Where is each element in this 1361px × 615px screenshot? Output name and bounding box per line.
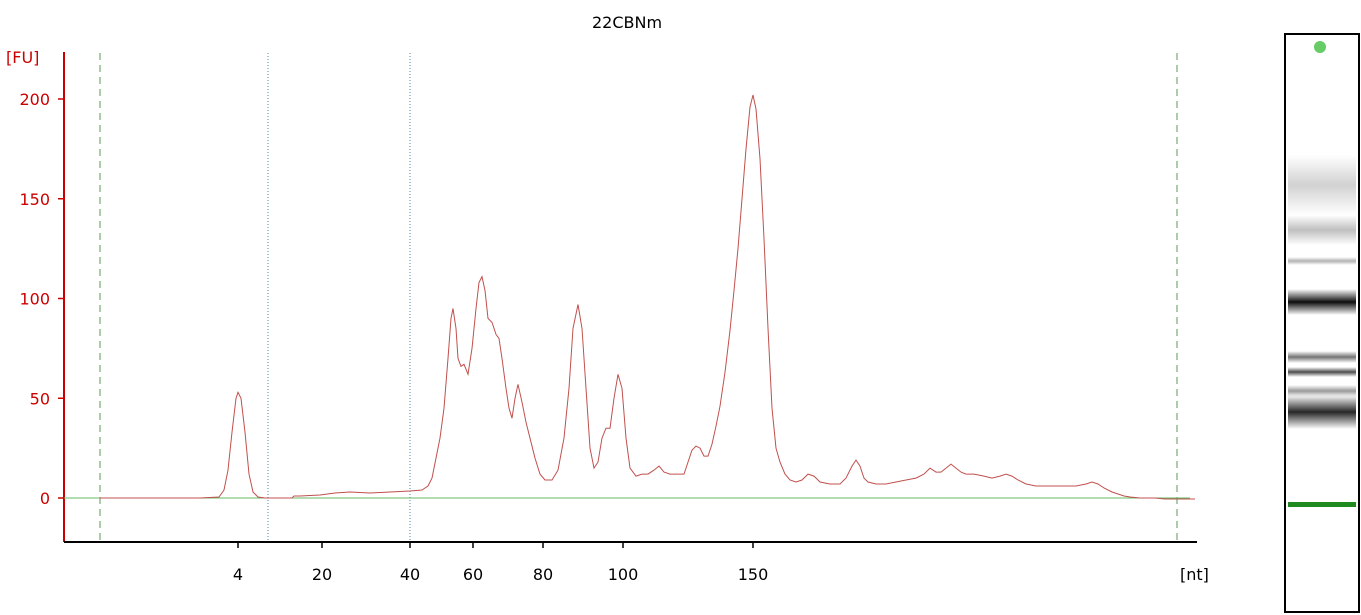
x-tick-label: 150 (738, 565, 769, 584)
gel-band (1288, 351, 1356, 363)
y-axis-ticks: 0 50 100 150 200 (19, 90, 64, 508)
x-tick-label: 100 (608, 565, 639, 584)
fluorescence-trace (100, 94, 1195, 500)
gel-band (1288, 385, 1356, 397)
gel-band (1288, 367, 1356, 377)
y-tick-label: 0 (40, 489, 50, 508)
gel-band (1288, 289, 1356, 315)
gel-lane (1284, 33, 1360, 613)
gel-top-dot (1314, 41, 1326, 53)
y-tick-label: 50 (30, 389, 50, 408)
x-tick-label: 60 (463, 565, 483, 584)
chart-title: 22CBNm (592, 13, 662, 32)
gel-lane-bands (1288, 41, 1356, 507)
x-tick-label: 20 (312, 565, 332, 584)
x-axis-ticks: 4 20 40 60 80 100 150 (233, 542, 768, 584)
y-axis-label: [FU] (6, 48, 39, 67)
x-tick-label: 4 (233, 565, 243, 584)
x-tick-label: 80 (533, 565, 553, 584)
gel-band (1288, 215, 1356, 245)
y-tick-label: 200 (19, 90, 50, 109)
gel-band (1288, 155, 1356, 215)
x-tick-label: 40 (400, 565, 420, 584)
electropherogram-chart: 22CBNm [FU] [nt] 0 50 100 150 200 4 20 40 60 80 1… (6, 13, 1209, 584)
y-tick-label: 100 (19, 290, 50, 309)
gel-band (1288, 395, 1356, 429)
y-tick-label: 150 (19, 190, 50, 209)
gel-marker-band (1288, 502, 1356, 507)
x-axis-label: [nt] (1180, 565, 1209, 584)
gel-band (1288, 257, 1356, 265)
